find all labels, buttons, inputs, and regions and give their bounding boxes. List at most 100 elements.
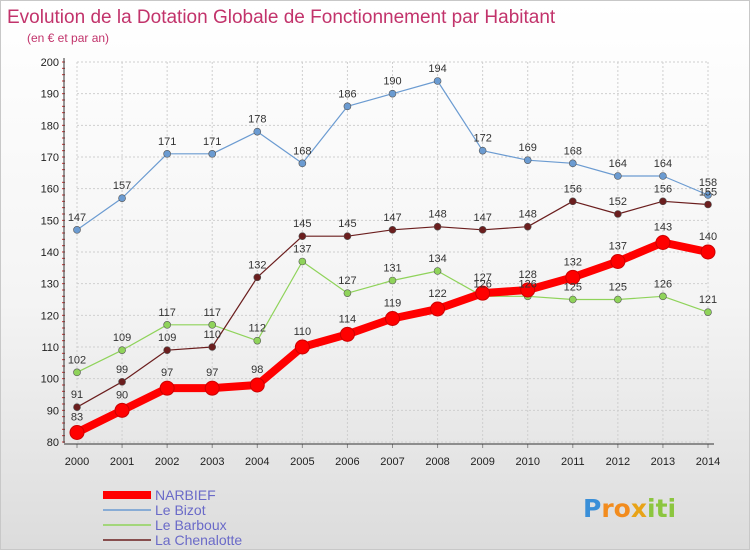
y-tick-label: 200 [41, 57, 59, 69]
data-point [704, 200, 712, 209]
data-label: 169 [519, 142, 537, 154]
data-point [118, 346, 126, 354]
y-tick-label: 120 [41, 310, 59, 322]
data-point [343, 289, 352, 297]
data-point [249, 377, 265, 393]
y-tick-label: 160 [41, 184, 59, 196]
data-point [343, 102, 352, 111]
legend-label: NARBIEF [155, 487, 216, 503]
data-label: 128 [519, 269, 537, 281]
data-point [520, 282, 536, 298]
y-tick-label: 140 [41, 247, 59, 259]
data-point [159, 380, 175, 396]
data-point [118, 378, 126, 386]
logo-letter: o [614, 494, 631, 523]
data-label: 186 [338, 88, 356, 100]
data-label: 190 [383, 76, 401, 88]
x-tick-label: 2009 [470, 456, 494, 468]
data-point [433, 77, 442, 85]
data-point [163, 346, 171, 354]
data-label: 117 [203, 307, 221, 319]
x-tick-label: 2001 [110, 456, 134, 468]
data-point [298, 257, 307, 266]
data-label: 148 [428, 209, 446, 221]
data-point [294, 339, 310, 355]
data-label: 122 [428, 288, 446, 300]
data-label: 102 [68, 354, 86, 366]
data-label: 91 [71, 389, 83, 401]
logo-letter: t [656, 494, 668, 523]
data-label: 145 [338, 218, 356, 230]
data-label: 99 [116, 364, 128, 376]
data-point [568, 159, 577, 168]
data-label: 97 [161, 367, 173, 379]
logo-letter: r [601, 494, 614, 523]
data-point [339, 326, 355, 342]
data-point [523, 156, 532, 164]
data-point [298, 159, 307, 168]
data-point [478, 146, 487, 155]
data-label: 194 [428, 63, 446, 75]
series-lines [69, 77, 716, 440]
data-label: 109 [113, 332, 131, 344]
data-label: 143 [654, 222, 672, 234]
data-label: 126 [654, 278, 672, 290]
x-tick-label: 2014 [696, 456, 720, 468]
data-point [388, 226, 397, 234]
data-point [73, 226, 81, 234]
x-tick-label: 2008 [425, 456, 449, 468]
data-point [704, 191, 712, 199]
data-point [610, 254, 626, 269]
y-tick-label: 80 [47, 437, 59, 449]
data-point [565, 269, 581, 285]
data-label: 109 [158, 332, 176, 344]
data-label: 145 [293, 218, 311, 230]
data-point [614, 210, 622, 218]
data-point [118, 194, 126, 202]
data-label: 156 [654, 183, 672, 195]
data-label: 131 [383, 263, 401, 275]
x-tick-label: 2005 [290, 456, 314, 468]
data-point [114, 402, 130, 418]
data-point [208, 321, 217, 329]
data-point [568, 197, 577, 206]
data-label: 152 [609, 196, 627, 208]
x-tick-label: 2007 [380, 456, 404, 468]
data-label: 127 [338, 275, 356, 287]
y-tick-label: 170 [41, 152, 59, 164]
data-label: 117 [158, 307, 176, 319]
x-tick-label: 2002 [155, 456, 179, 468]
data-point [659, 197, 667, 206]
data-point [388, 276, 397, 285]
x-tick-label: 2003 [200, 456, 224, 468]
y-tick-label: 130 [41, 279, 59, 291]
data-label: 125 [564, 282, 582, 294]
axes: 80 90 100 110 120 130 140 150 160 170 180 190 200 200… [41, 57, 721, 468]
data-label: 114 [339, 313, 357, 325]
data-label: 137 [609, 241, 627, 253]
logo-letter: P [583, 494, 601, 523]
logo-letter: i [647, 494, 656, 523]
data-label: 126 [519, 278, 537, 290]
data-point [253, 336, 262, 345]
data-point [659, 172, 667, 180]
data-point [385, 311, 400, 326]
data-point [208, 150, 217, 158]
data-label: 168 [564, 145, 582, 157]
data-label: 121 [699, 294, 717, 306]
chart-title: Evolution de la Dotation Globale de Fonc… [7, 7, 556, 28]
y-tick-label: 190 [41, 89, 59, 101]
data-point [704, 308, 712, 316]
y-tick-label: 100 [41, 374, 59, 386]
x-tick-label: 2011 [561, 456, 585, 468]
data-label: 172 [473, 133, 491, 145]
data-label: 134 [428, 253, 446, 265]
data-point [388, 89, 397, 98]
data-label: 112 [249, 323, 267, 335]
logo-letter: x [631, 494, 647, 523]
data-label: 126 [473, 278, 491, 290]
data-label: 97 [206, 367, 218, 379]
data-label: 147 [383, 212, 401, 224]
x-tick-label: 2012 [606, 456, 630, 468]
data-labels: 147 157 171 171 178 168 186 190 194 172 169 168 164 1… [68, 63, 717, 424]
